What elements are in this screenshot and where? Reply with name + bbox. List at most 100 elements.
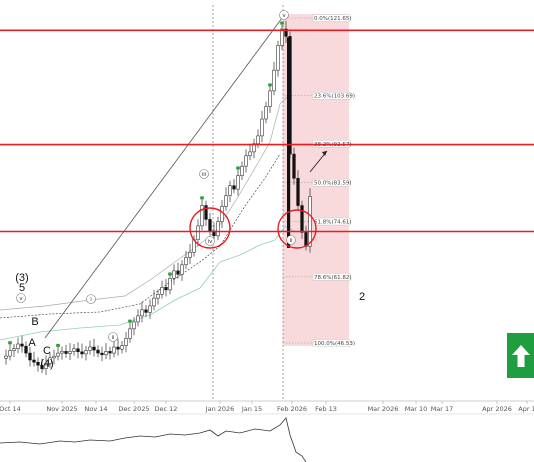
x-tick-label: Mar 10 (405, 405, 428, 413)
candles (4, 20, 312, 376)
candle-body (144, 309, 148, 313)
candle-body (88, 346, 92, 351)
candle-body (104, 351, 108, 356)
candle-body (284, 28, 288, 37)
bull-marker (8, 341, 12, 345)
circled-wave-v-left: v (16, 293, 26, 303)
resistance-lines (0, 29, 534, 233)
candle-body (196, 225, 200, 240)
candle-body (132, 321, 136, 330)
candle-body (16, 343, 20, 350)
candle-body (188, 252, 192, 258)
candle-body (156, 293, 160, 299)
candle-body (292, 153, 296, 179)
candle-body (308, 196, 312, 247)
crash-candle (287, 37, 291, 248)
fib-label-box (312, 92, 351, 100)
candle-body (216, 221, 220, 237)
candle-body (272, 69, 276, 92)
candle-body (176, 270, 180, 275)
circled-wave-i: i (86, 294, 96, 304)
candle-body (252, 143, 256, 153)
candle-body (208, 219, 212, 232)
candle-body (140, 309, 144, 317)
candle-body (136, 315, 140, 323)
candle-body (184, 257, 188, 266)
candle-body (280, 28, 284, 46)
wave-label-2: 2 (359, 291, 365, 303)
candle-body (236, 175, 240, 190)
candle-body (260, 118, 264, 137)
x-tick-label: Dec 2025 (118, 405, 149, 413)
candle-body (124, 338, 128, 346)
fib-label-box (312, 273, 351, 281)
candle-body (96, 349, 100, 354)
candle-body (300, 205, 304, 233)
fib-label: 50.0%(83.59) (314, 181, 352, 187)
circled-label: iv (208, 239, 214, 245)
candle-body (244, 155, 248, 167)
highlight-circle-ii (277, 209, 317, 249)
x-tick-label: Oct 14 (0, 405, 21, 413)
circled-label: v (19, 296, 23, 302)
x-axis-ticks: Oct 14 Nov 2025 Nov 14 Dec 2025 Dec 12 Jan 20… (0, 401, 534, 413)
candle-body (164, 287, 168, 291)
candle-body (304, 232, 308, 247)
candle-body (56, 352, 60, 357)
x-tick-label: Dec 12 (155, 405, 178, 413)
candle-body (28, 352, 32, 361)
fib-label: 78.6%(61.82) (314, 275, 352, 281)
x-tick-label: Nov 2025 (46, 405, 77, 413)
candle-body (240, 165, 244, 176)
fib-label: 23.6%(103.69) (314, 94, 355, 100)
candle-body (40, 364, 44, 369)
wave-label-4: (4) (40, 358, 53, 370)
candle-body (204, 205, 208, 220)
candle-body (112, 346, 116, 354)
candle-body (68, 351, 72, 354)
upper-envelope (0, 95, 289, 311)
candle-body (36, 361, 40, 366)
x-tick-label: Jan 15 (241, 405, 262, 413)
candle-body (152, 297, 156, 307)
candle-body (20, 343, 24, 347)
candle-body (52, 355, 56, 359)
candle-body (232, 185, 236, 190)
circled-label: i (90, 297, 92, 303)
x-tick-label: Mar 2026 (368, 405, 399, 413)
x-tick-label: Mar 17 (431, 405, 454, 413)
candle-body (200, 205, 204, 227)
candle-body (128, 328, 132, 339)
projection-arrowhead (322, 151, 327, 156)
candle-body (268, 90, 272, 107)
candle-body (108, 351, 112, 354)
x-tick-label: Apr 2026 (482, 405, 512, 413)
fib-label-box (312, 178, 351, 187)
x-tick-label: Jan 2026 (205, 405, 235, 413)
candle-body (84, 350, 88, 355)
candle-body (116, 346, 120, 350)
bull-marker (128, 319, 132, 323)
candle-body (224, 195, 228, 207)
bull-marker (56, 343, 60, 347)
candle-body (76, 348, 80, 353)
wave-label-5: 5 (19, 282, 25, 294)
fib-label: 61.8%(74.61) (314, 220, 352, 226)
middle-average (0, 153, 281, 319)
trend-line (44, 17, 283, 339)
fib-label-box (312, 217, 351, 226)
candle-body (64, 351, 68, 354)
candle-body (264, 106, 268, 120)
fib-label: 100.0%(46.53) (314, 341, 355, 347)
candle-body (92, 346, 96, 351)
wave-label-b: B (31, 316, 38, 328)
candle-body (24, 345, 28, 354)
candle-body (4, 355, 8, 359)
wave-label-a: A (28, 337, 36, 349)
candle-body (80, 351, 84, 355)
oscillator-line (0, 417, 307, 462)
candle-body (72, 348, 76, 352)
candle-body (276, 45, 280, 71)
circled-label: ii (289, 238, 293, 244)
